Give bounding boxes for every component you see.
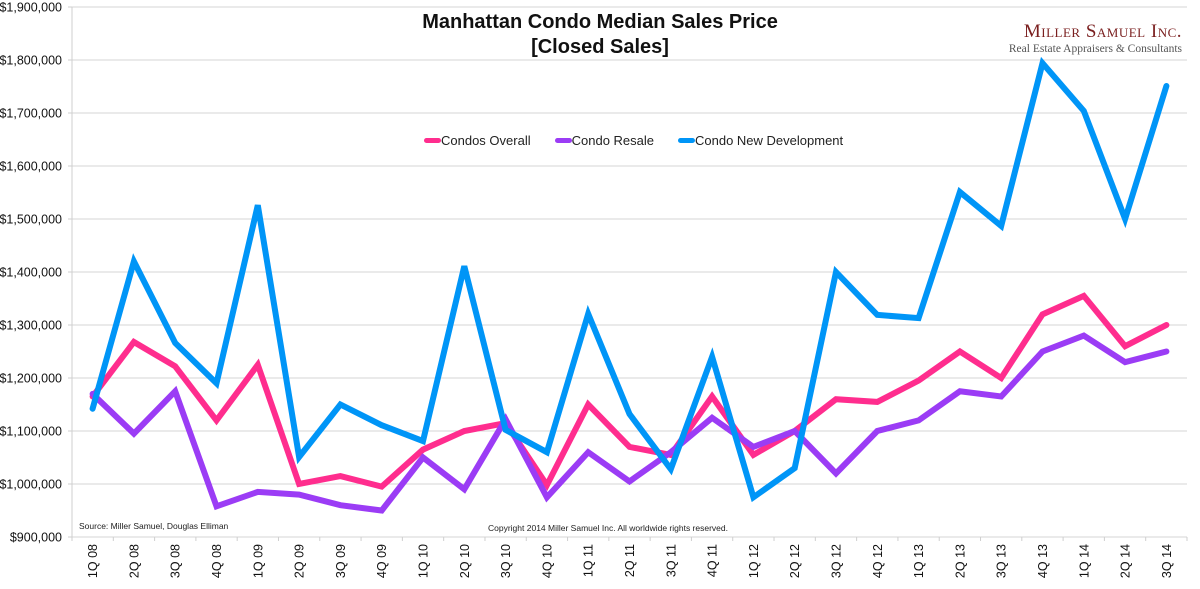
legend-item-condo-new-development: Condo New Development <box>678 133 843 148</box>
x-tick-label: 4Q 10 <box>540 544 554 578</box>
x-tick-label: 2Q 09 <box>293 544 307 578</box>
x-tick-label: 3Q 11 <box>664 544 678 577</box>
x-tick-label: 1Q 09 <box>251 544 265 578</box>
legend-swatch-condo-new-development <box>678 138 695 143</box>
y-tick-label: $900,000 <box>10 531 62 545</box>
x-tick-label: 1Q 08 <box>86 544 100 578</box>
x-axis: 1Q 08 2Q 08 3Q 08 4Q 08 1Q 09 2Q 09 3Q 09 4Q 09… <box>71 537 1188 578</box>
source-note: Source: Miller Samuel, Douglas Elliman <box>79 521 229 531</box>
x-tick-label: 2Q 11 <box>623 544 637 577</box>
series-lines <box>89 56 1170 514</box>
legend-label: Condos Overall <box>441 133 531 148</box>
x-tick-label: 3Q 09 <box>334 544 348 578</box>
y-tick-label: $1,800,000 <box>0 54 62 68</box>
x-tick-label: 2Q 13 <box>953 544 967 578</box>
legend-item-condo-resale: Condo Resale <box>554 133 654 148</box>
y-tick-label: $1,400,000 <box>0 266 62 280</box>
x-tick-label: 4Q 09 <box>375 544 389 578</box>
legend-swatch-condo-resale <box>554 138 572 143</box>
legend-item-condos-overall: Condos Overall <box>424 133 531 148</box>
y-tick-label: $1,300,000 <box>0 319 62 333</box>
x-tick-label: 3Q 14 <box>1160 544 1174 578</box>
y-tick-label: $1,600,000 <box>0 160 62 174</box>
x-tick-label: 4Q 08 <box>210 544 224 578</box>
legend-swatch-condos-overall <box>424 138 441 143</box>
x-tick-label: 4Q 12 <box>871 544 885 578</box>
x-tick-label: 4Q 13 <box>1036 544 1050 578</box>
chart-subtitle: [Closed Sales] <box>531 36 669 58</box>
x-tick-label: 1Q 11 <box>582 544 596 577</box>
logo-name: Miller Samuel Inc. <box>1023 21 1182 42</box>
y-tick-label: $1,900,000 <box>0 1 62 15</box>
x-tick-label: 3Q 12 <box>829 544 843 578</box>
x-tick-label: 3Q 13 <box>995 544 1009 578</box>
x-tick-label: 1Q 14 <box>1077 544 1091 578</box>
y-axis: $900,000 $1,000,000 $1,100,000 $1,200,000 $1… <box>0 1 73 545</box>
chart-legend: Condos Overall Condo Resale Condo New De… <box>424 133 843 148</box>
y-tick-label: $1,000,000 <box>0 478 62 492</box>
copyright-note: Copyright 2014 Miller Samuel Inc. All wo… <box>488 523 728 533</box>
x-tick-label: 1Q 13 <box>912 544 926 578</box>
y-tick-label: $1,700,000 <box>0 107 62 121</box>
x-tick-label: 2Q 10 <box>458 544 472 578</box>
x-tick-label: 2Q 12 <box>788 544 802 578</box>
x-tick-label: 2Q 14 <box>1119 544 1133 578</box>
series-line-condo-new-development <box>89 56 1170 503</box>
x-tick-label: 4Q 11 <box>706 544 720 577</box>
chart-title: Manhattan Condo Median Sales Price [Clos… <box>300 10 900 60</box>
y-tick-label: $1,200,000 <box>0 372 62 386</box>
x-tick-label: 3Q 08 <box>169 544 183 578</box>
legend-label: Condo New Development <box>695 133 844 148</box>
x-tick-label: 2Q 08 <box>127 544 141 578</box>
chart-title-line1: Manhattan Condo Median Sales Price <box>422 11 778 33</box>
x-tick-label: 1Q 10 <box>417 544 431 578</box>
legend-label: Condo Resale <box>571 133 654 148</box>
y-tick-label: $1,500,000 <box>0 213 62 227</box>
y-tick-label: $1,100,000 <box>0 425 62 439</box>
x-tick-label: 3Q 10 <box>499 544 513 578</box>
x-tick-label: 1Q 12 <box>747 544 761 578</box>
logo-tagline: Real Estate Appraisers & Consultants <box>1008 43 1182 55</box>
company-logo: Miller Samuel Inc. Real Estate Appraiser… <box>1009 22 1182 56</box>
